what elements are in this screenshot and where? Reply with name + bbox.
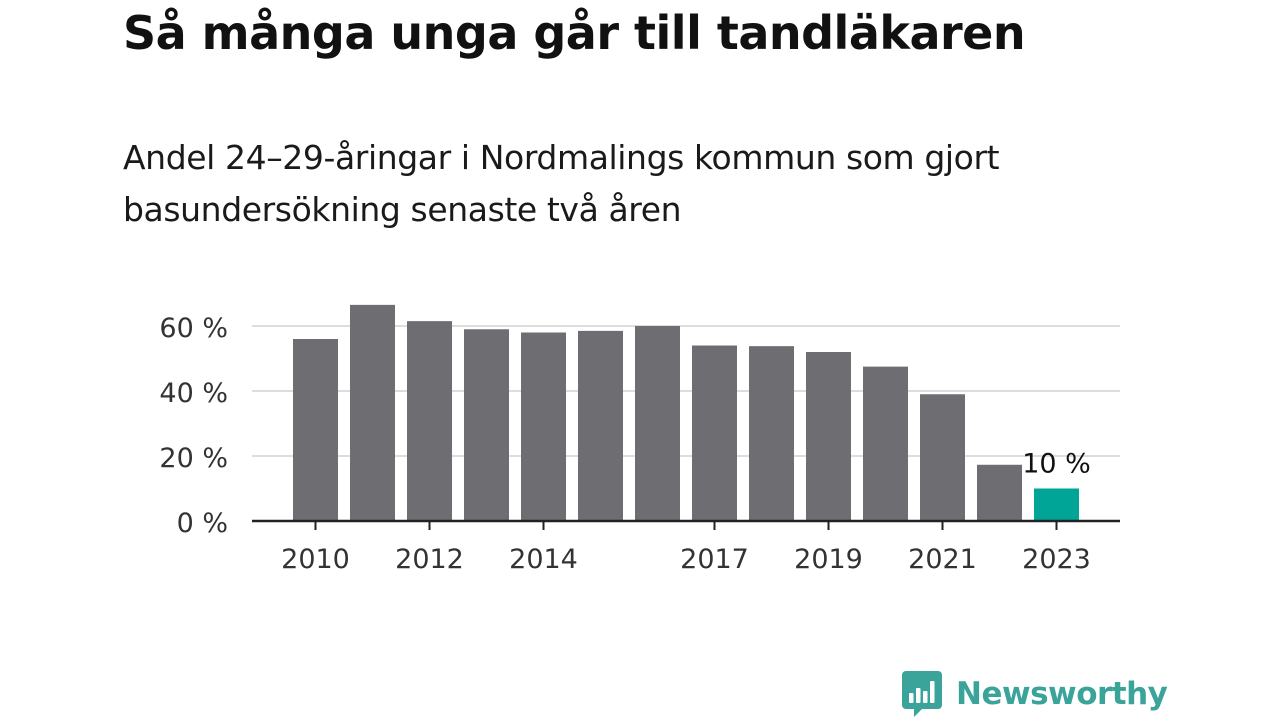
annotations: 10 % xyxy=(1022,449,1091,480)
bar-2011 xyxy=(350,304,395,521)
bar-2012 xyxy=(407,321,452,521)
data-label-2023: 10 % xyxy=(1022,449,1091,480)
bar-2016 xyxy=(635,326,680,521)
x-tick-label: 2023 xyxy=(1022,544,1091,575)
newsworthy-logo: Newsworthy xyxy=(902,671,1168,717)
y-axis-labels: 0 % 20 % 40 % 60 % xyxy=(159,313,228,539)
bar-2021 xyxy=(920,394,965,521)
y-tick-label: 20 % xyxy=(159,443,228,474)
y-tick-label: 40 % xyxy=(159,378,228,409)
brand-name: Newsworthy xyxy=(956,676,1168,712)
bar-2015 xyxy=(578,330,623,521)
bar-2010 xyxy=(293,339,338,521)
x-tick-label: 2012 xyxy=(395,544,464,575)
y-tick-label: 60 % xyxy=(159,313,228,344)
chart-subtitle: Andel 24–29-åringar i Nordmalings kommun… xyxy=(123,138,1000,229)
x-tick-label: 2021 xyxy=(908,544,977,575)
grid-lines xyxy=(252,325,1120,457)
bar-2017 xyxy=(692,345,737,521)
bar-2013 xyxy=(464,329,509,521)
bar-2022 xyxy=(977,464,1022,521)
bar-chart-speech-bubble-icon xyxy=(902,671,942,717)
x-tick-label: 2010 xyxy=(281,544,350,575)
bar-2019 xyxy=(806,352,851,521)
x-axis-labels: 2010 2012 2014 2017 2019 2021 2023 xyxy=(281,521,1091,575)
x-tick-label: 2014 xyxy=(509,544,578,575)
bar-2023 xyxy=(1034,488,1079,521)
chart-title: Så många unga går till tandläkaren xyxy=(123,6,1026,60)
y-tick-label: 0 % xyxy=(177,508,228,539)
x-tick-label: 2017 xyxy=(680,544,749,575)
x-tick-label: 2019 xyxy=(794,544,863,575)
bar-2020 xyxy=(863,366,908,521)
bar-2014 xyxy=(521,332,566,521)
bar-2018 xyxy=(749,346,794,521)
bars xyxy=(293,304,1079,521)
